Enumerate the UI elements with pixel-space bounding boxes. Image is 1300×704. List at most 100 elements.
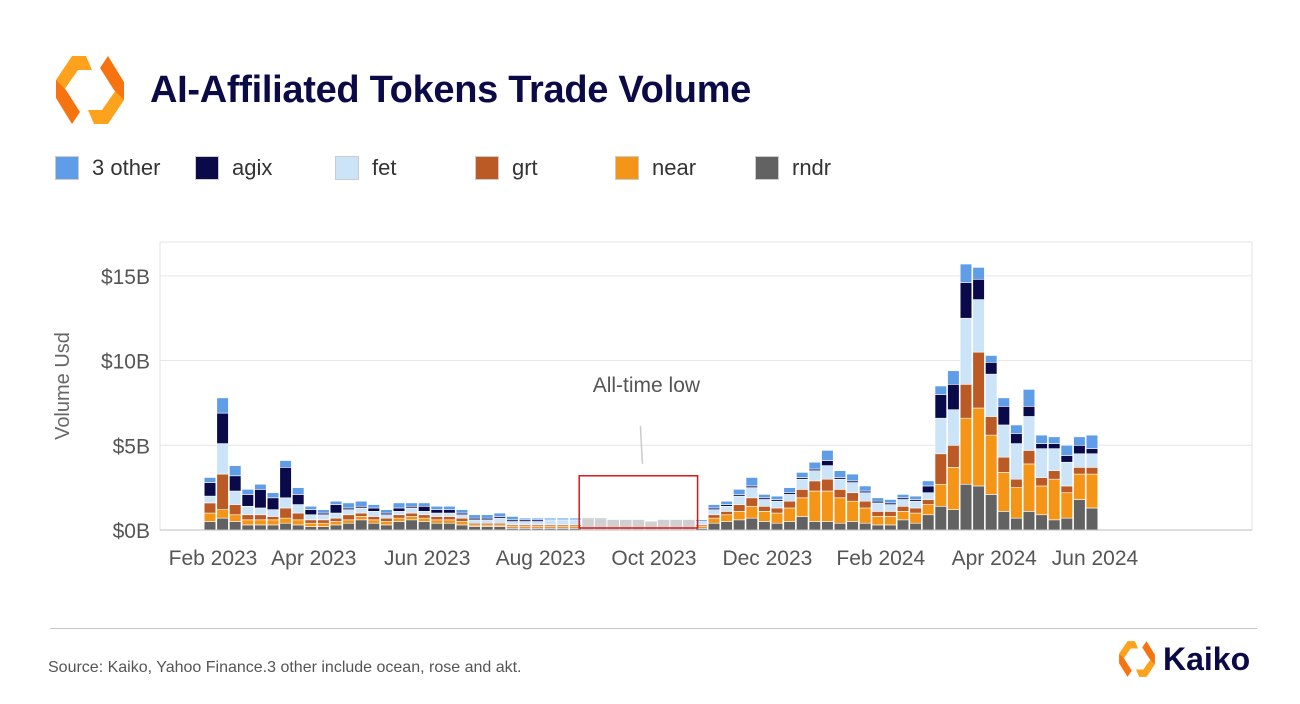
bar-3-other: [896, 494, 910, 499]
bar-grt: [216, 473, 229, 510]
bar-fet: [632, 521, 645, 525]
kaiko-brand: Kaiko: [1117, 640, 1250, 678]
bar-grt: [430, 516, 443, 521]
bar-rndr: [871, 524, 884, 531]
bar-fet: [556, 519, 569, 526]
bar-grt: [985, 416, 998, 436]
bar-stack: [796, 472, 809, 531]
bar-stack: [203, 477, 217, 531]
bar-fet: [229, 490, 242, 505]
bar-fet: [783, 494, 796, 502]
bar-near: [1060, 492, 1073, 519]
bar-grt: [846, 492, 859, 502]
bar-stack: [884, 499, 897, 531]
bar-rndr: [770, 522, 784, 531]
bar-fet: [821, 465, 834, 480]
bar-grt: [329, 517, 343, 522]
bar-near: [808, 490, 821, 522]
bar-agix: [947, 384, 960, 411]
bar-fet: [266, 509, 280, 517]
bar-fet: [808, 470, 821, 482]
bar-3-other: [959, 263, 973, 283]
bar-agix: [329, 504, 343, 514]
bar-fet: [758, 499, 771, 507]
bar-fet: [544, 519, 557, 526]
bar-rndr: [833, 522, 847, 531]
bar-stack: [1060, 444, 1073, 531]
bar-rndr: [342, 522, 355, 531]
bar-grt: [783, 500, 796, 509]
bar-rndr: [216, 517, 229, 531]
legend-item-grt[interactable]: grt: [475, 152, 538, 184]
bar-3-other: [683, 519, 695, 522]
legend-item-rndr[interactable]: rndr: [755, 152, 831, 184]
bar-agix: [266, 497, 280, 510]
bar-near: [707, 517, 721, 524]
bar-grt: [934, 453, 947, 485]
legend-item-agix[interactable]: agix: [195, 152, 272, 184]
bar-near: [355, 516, 368, 521]
bar-grt: [821, 478, 834, 492]
bar-near: [972, 407, 985, 487]
bar-rndr: [720, 521, 733, 531]
bar-fet: [985, 373, 998, 417]
bar-3-other: [833, 470, 847, 478]
bar-fet: [620, 521, 632, 525]
bar-grt: [909, 507, 922, 514]
bar-fet: [796, 478, 809, 490]
bar-stack: [216, 397, 229, 531]
bar-stack: [229, 465, 242, 531]
bar-near: [909, 512, 922, 524]
bar-near: [733, 511, 746, 521]
bar-near: [985, 434, 998, 495]
legend-label: 3 other: [92, 155, 161, 180]
bar-grt: [922, 499, 935, 505]
bar-stack: [947, 370, 960, 531]
bar-fet: [392, 511, 406, 516]
bar-3-other: [607, 519, 619, 522]
bar-fet: [1010, 443, 1023, 480]
legend-item-near[interactable]: near: [615, 152, 696, 184]
bar-stack: [720, 500, 733, 531]
bar-rndr: [392, 521, 406, 531]
bar-3-other: [707, 504, 721, 509]
bar-stack: [430, 505, 443, 531]
bar-near: [443, 519, 456, 524]
bar-stack: [1048, 436, 1061, 531]
bar-stack: [959, 263, 973, 531]
bar-grt: [380, 517, 393, 522]
bar-rndr: [896, 519, 910, 531]
bar-stack: [468, 514, 481, 531]
bar-fet: [241, 505, 254, 516]
bar-grt: [1060, 485, 1073, 494]
bar-stack: [846, 473, 859, 531]
bar-stack: [481, 514, 494, 531]
bar-stack: [405, 502, 418, 531]
bar-grt: [443, 516, 456, 521]
legend-item-fet[interactable]: fet: [335, 152, 396, 184]
bar-near: [455, 521, 469, 526]
bar-grt: [355, 512, 368, 517]
bar-grt: [770, 507, 784, 514]
bar-3-other: [241, 489, 254, 495]
bar-rndr: [670, 528, 682, 530]
bar-3-other: [531, 517, 544, 521]
bar-rndr: [1060, 517, 1073, 531]
bar-rndr: [355, 519, 368, 531]
bar-fet: [1035, 448, 1048, 478]
bar-3-other: [645, 521, 657, 524]
bar-3-other: [695, 519, 708, 522]
bar-fet: [518, 521, 532, 526]
bar-rndr: [733, 519, 746, 531]
bar-3-other: [934, 385, 947, 395]
bar-fet: [380, 514, 393, 519]
bar-grt: [871, 511, 884, 517]
bar-near: [392, 517, 406, 522]
bar-agix: [1035, 443, 1048, 449]
bar-stack: [695, 519, 708, 531]
bar-fet: [871, 502, 884, 512]
legend-item-3-other[interactable]: 3 other: [55, 152, 161, 184]
bar-fet: [959, 317, 973, 385]
bar-stack: [1073, 436, 1086, 531]
bar-near: [430, 519, 443, 524]
